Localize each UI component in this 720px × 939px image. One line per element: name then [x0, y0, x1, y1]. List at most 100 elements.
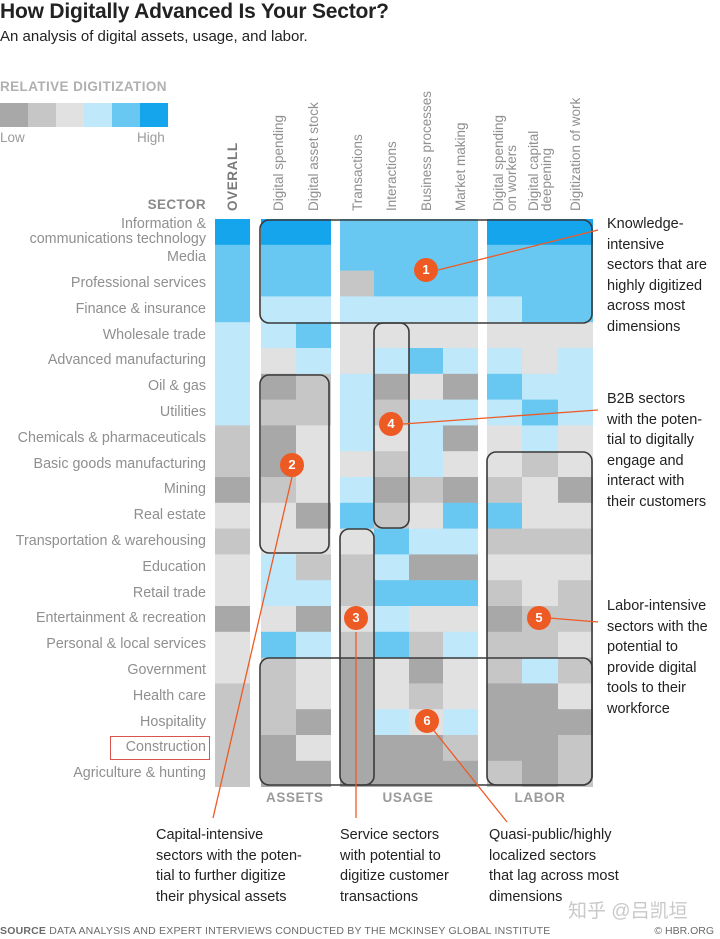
heatmap-cell — [215, 244, 250, 271]
heatmap-cell — [374, 244, 409, 271]
heatmap-cell — [487, 528, 522, 555]
heatmap-cell — [215, 735, 250, 762]
row-label: Media — [167, 250, 206, 265]
source-text: DATA ANALYSIS AND EXPERT INTERVIEWS COND… — [49, 925, 551, 937]
heatmap-cell — [261, 709, 296, 736]
column-label: Interactions — [384, 141, 399, 211]
annotation-line: Knowledge- — [607, 216, 684, 232]
row-label-line: Health care — [132, 687, 206, 704]
heatmap-cell — [522, 760, 558, 787]
heatmap-cell — [558, 348, 593, 375]
heatmap-cell — [443, 348, 478, 375]
heatmap-cell — [374, 657, 409, 684]
heatmap-cell — [374, 270, 409, 297]
annotation-a6: Quasi-public/highly localized sectors that… — [489, 825, 619, 907]
heatmap-cell — [558, 373, 593, 400]
heatmap-cell — [487, 631, 522, 658]
column-label: Transactions — [350, 134, 365, 211]
heatmap-cell — [522, 322, 558, 349]
callout-connector — [402, 409, 599, 425]
heatmap-cell — [558, 244, 593, 271]
sector-header: SECTOR — [147, 197, 206, 212]
heatmap-cell — [215, 219, 250, 246]
group-outline — [259, 374, 330, 554]
row-label: Education — [142, 559, 206, 575]
heatmap-cell — [443, 657, 478, 684]
heatmap-cell — [340, 244, 374, 271]
row-label: Real estate — [134, 508, 206, 523]
heatmap-cell — [340, 683, 374, 710]
heatmap-cell — [409, 502, 443, 529]
heatmap-cell — [374, 631, 409, 658]
annotation-line: Service sectors — [340, 827, 440, 843]
group-label: ASSETS — [266, 790, 324, 805]
heatmap-cell — [409, 657, 443, 684]
heatmap-cell — [261, 683, 296, 710]
heatmap-cell — [340, 477, 374, 504]
annotation-line: Capital-intensive — [156, 827, 264, 843]
heatmap-cell — [443, 735, 478, 762]
legend-swatch-6 — [140, 103, 168, 127]
heatmap-cell — [487, 348, 522, 375]
heatmap-cell — [340, 657, 374, 684]
callout-connector — [437, 229, 599, 271]
column-label-line: OVERALL — [225, 142, 240, 211]
heatmap-cell — [522, 477, 558, 504]
group-outline — [259, 219, 593, 324]
heatmap-cell — [215, 606, 250, 633]
heatmap-cell — [443, 219, 478, 246]
construction-highlight — [110, 736, 210, 760]
heatmap-cell — [409, 631, 443, 658]
heatmap-cell — [296, 399, 331, 426]
column-label-line: Business processes — [418, 90, 434, 211]
heatmap-cell — [443, 631, 478, 658]
heatmap-cell — [487, 425, 522, 452]
heatmap-cell — [409, 735, 443, 762]
heatmap-cell — [522, 683, 558, 710]
callout-2: 2 — [280, 453, 304, 477]
heatmap-cell — [374, 502, 409, 529]
column-label-line: on workers — [503, 144, 519, 211]
row-label: Retail trade — [133, 585, 206, 601]
heatmap-cell — [261, 244, 296, 271]
heatmap-cell — [558, 554, 593, 581]
heatmap-cell — [443, 451, 478, 478]
heatmap-cell — [340, 373, 374, 400]
row-label: Agriculture & hunting — [73, 766, 206, 781]
annotation-line: digitize customer — [340, 868, 449, 884]
heatmap-cell — [487, 502, 522, 529]
heatmap-cell — [409, 760, 443, 787]
annotation-line: tools to their — [607, 680, 686, 696]
heatmap-cell — [558, 296, 593, 323]
heatmap-cell — [215, 502, 250, 529]
heatmap-cell — [296, 554, 331, 581]
annotation-line: dimensions — [489, 888, 563, 905]
row-label: Mining — [164, 482, 206, 497]
callout-connector — [548, 617, 599, 623]
heatmap-cell — [261, 554, 296, 581]
annotation-line: intensive — [607, 236, 665, 253]
group-label: LABOR — [514, 790, 566, 805]
heatmap-cell — [374, 296, 409, 323]
annotation-line: Labor-intensive — [607, 598, 707, 614]
heatmap-cell — [522, 657, 558, 684]
row-label: Finance & insurance — [76, 301, 206, 317]
heatmap-cell — [558, 451, 593, 478]
annotation-line: Quasi-public/highly — [489, 827, 612, 843]
heatmap-cell — [409, 477, 443, 504]
heatmap-cell — [261, 322, 296, 349]
heatmap-cell — [443, 322, 478, 349]
annotation-line: sectors with the poten- — [156, 847, 302, 864]
heatmap-cell — [487, 296, 522, 323]
row-label-line: Entertainment & recreation — [35, 610, 206, 627]
heatmap-cell — [558, 760, 593, 787]
row-label: Transportation & warehousing — [16, 534, 206, 549]
heatmap-cell — [374, 373, 409, 400]
heatmap-cell — [215, 760, 250, 787]
heatmap-cell — [443, 425, 478, 452]
heatmap-cell — [261, 477, 296, 504]
heatmap-cell — [487, 580, 522, 607]
heatmap-cell — [374, 322, 409, 349]
heatmap-cell — [374, 709, 409, 736]
annotation-a3: Service sectors with potential to digitize… — [340, 825, 449, 907]
